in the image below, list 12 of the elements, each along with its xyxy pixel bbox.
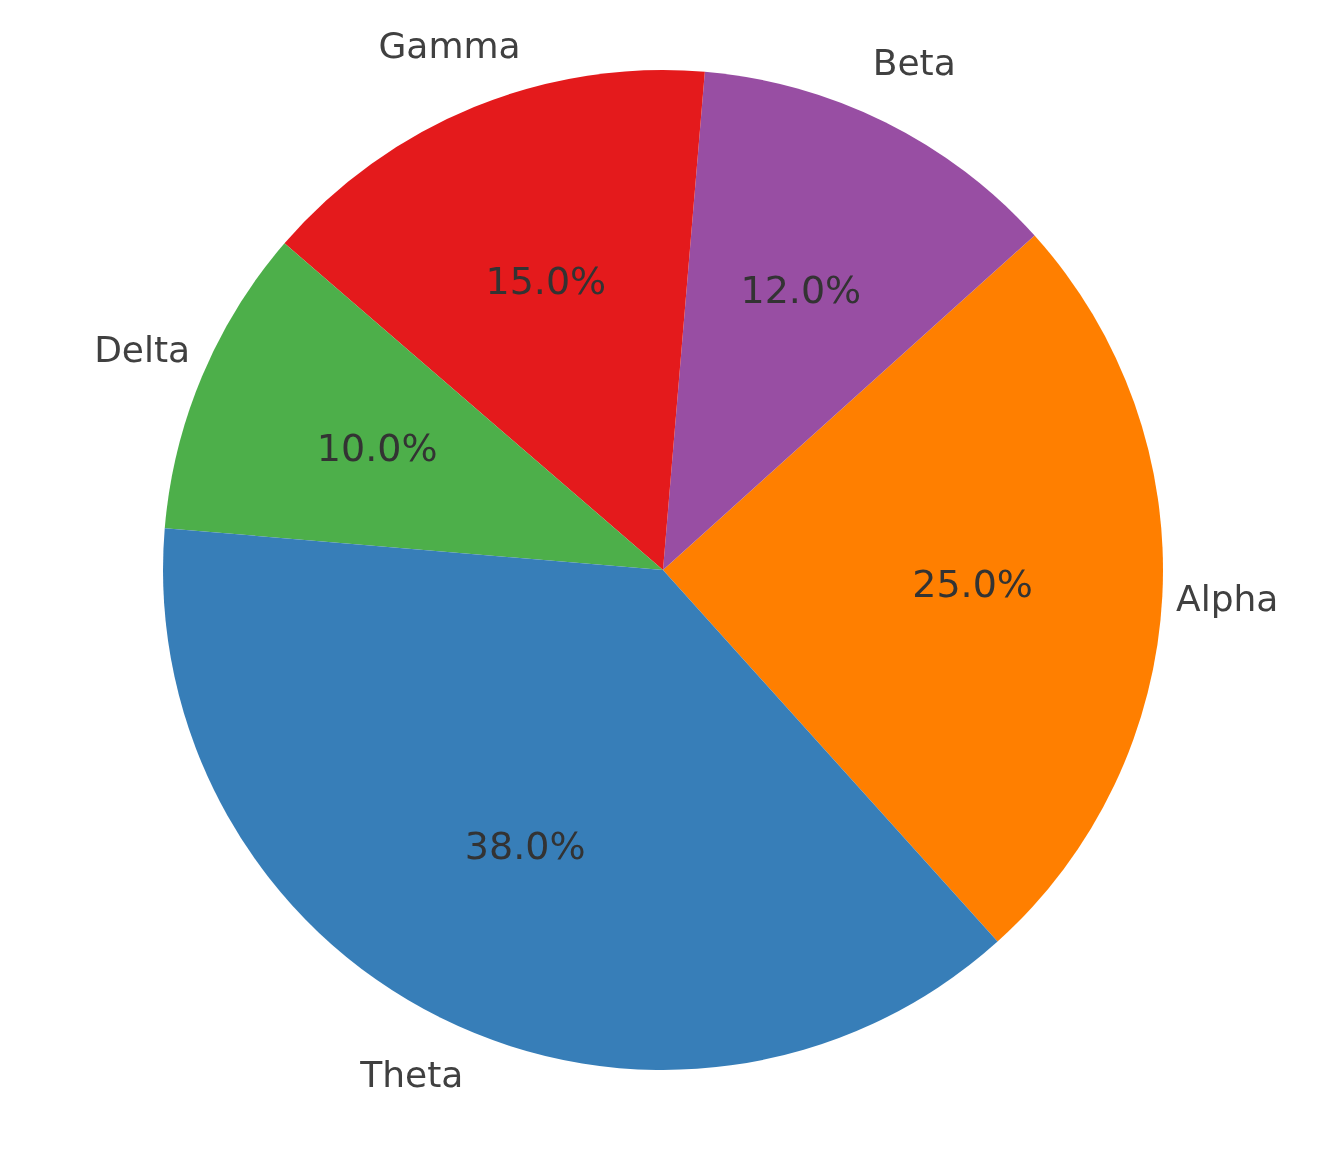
- pie-slice: [284, 70, 705, 570]
- data-label: 25.0%: [912, 562, 1033, 607]
- data-label: 38.0%: [464, 823, 586, 868]
- slice-label: Theta: [359, 1054, 464, 1096]
- data-label: 12.0%: [740, 268, 862, 313]
- slice-label: Delta: [94, 329, 191, 371]
- slice-label: Alpha: [1176, 577, 1279, 619]
- slice-label: Beta: [872, 41, 956, 83]
- pie-slice: [663, 235, 1163, 942]
- slice-label: Gamma: [378, 24, 521, 66]
- data-label: 15.0%: [485, 258, 607, 303]
- data-label: 10.0%: [316, 425, 438, 470]
